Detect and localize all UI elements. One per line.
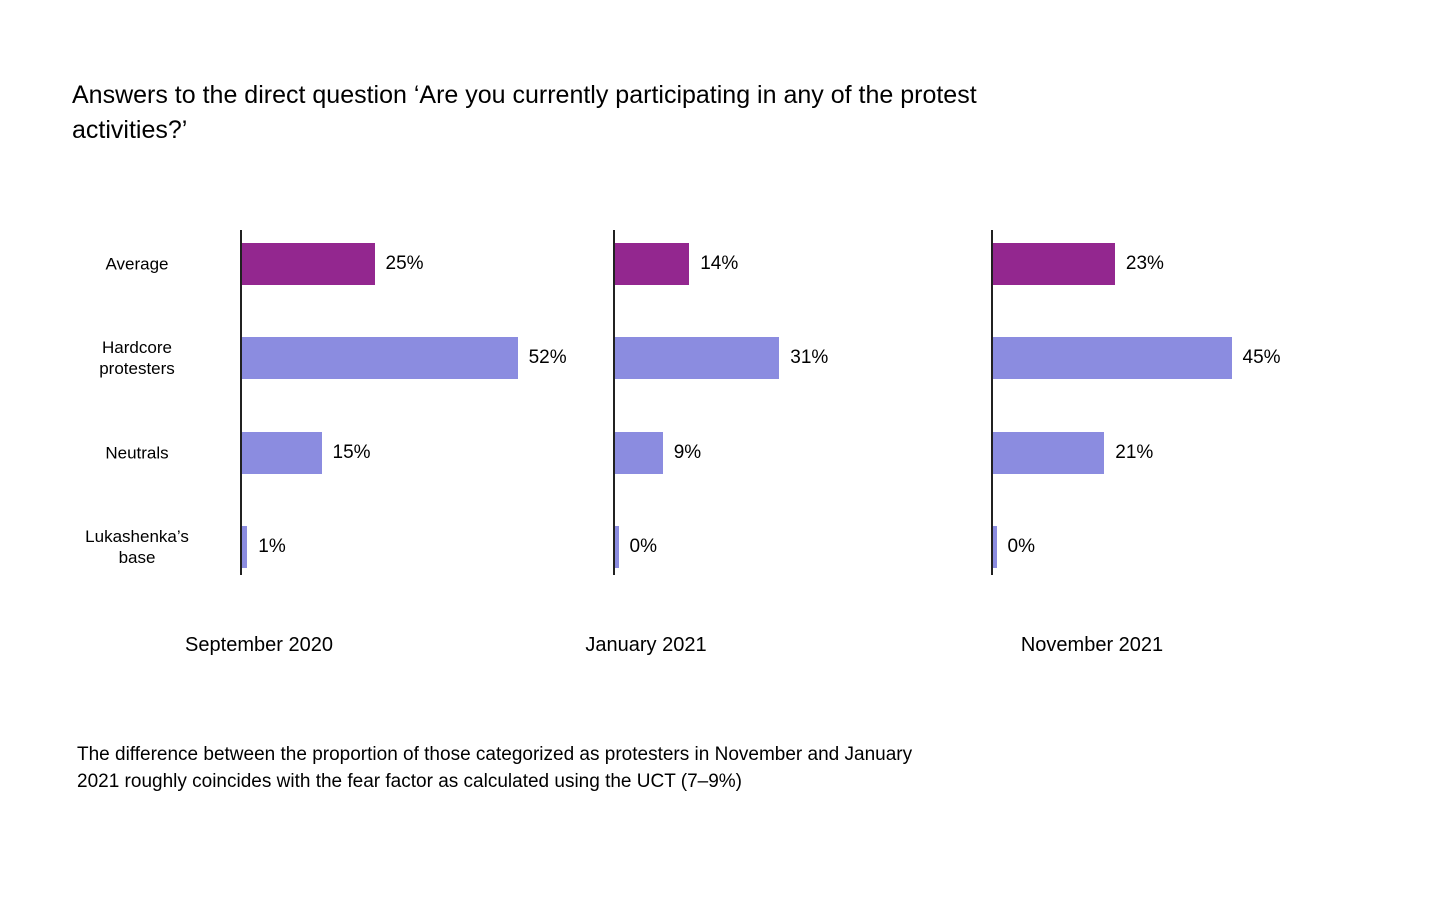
value-label: 45%	[1242, 347, 1281, 368]
panel-november-2021: 23% 45% 21% 0%	[991, 230, 1363, 575]
panel-axis-line	[991, 230, 993, 575]
value-label: 0%	[629, 536, 657, 557]
bar-lukashenkas-base	[242, 526, 248, 568]
chart-note: The difference between the proportion of…	[77, 744, 913, 792]
bar-neutrals	[993, 432, 1105, 474]
value-label: 14%	[700, 253, 739, 274]
bar-neutrals	[615, 432, 663, 474]
value-label: 23%	[1125, 253, 1164, 274]
bar-lukashenkas-base	[615, 526, 619, 568]
bar-average	[615, 243, 690, 285]
bar-hardcore-protesters	[615, 337, 780, 379]
bar-row: 0%	[993, 526, 1361, 568]
bar-row: 23%	[993, 243, 1361, 285]
panel-january-2021: 14% 31% 9% 0%	[613, 230, 985, 575]
bar-row: 15%	[242, 432, 610, 474]
category-axis: Average Hardcore protesters Neutrals Luk…	[57, 230, 217, 575]
value-label: 9%	[673, 442, 702, 463]
bar-row: 25%	[242, 243, 610, 285]
bar-row: 1%	[242, 526, 610, 568]
bar-neutrals	[242, 432, 322, 474]
bar-hardcore-protesters	[242, 337, 518, 379]
bar-row: 0%	[615, 526, 983, 568]
value-label: 52%	[528, 347, 567, 368]
panel-axis-line	[240, 230, 242, 575]
bar-hardcore-protesters	[993, 337, 1232, 379]
period-label-january-2021: January 2021	[585, 634, 707, 656]
period-label-november-2021: November 2021	[1020, 634, 1164, 656]
value-label: 1%	[258, 536, 286, 557]
bar-row: 31%	[615, 337, 983, 379]
bar-row: 9%	[615, 432, 983, 474]
bar-row: 45%	[993, 337, 1361, 379]
bar-average	[993, 243, 1115, 285]
bar-row: 14%	[615, 243, 983, 285]
panel-september-2020: 25% 52% 15% 1%	[240, 230, 612, 575]
bar-average	[242, 243, 375, 285]
category-label-neutrals: Neutrals	[105, 443, 169, 463]
value-label: 21%	[1115, 442, 1154, 463]
bar-row: 21%	[993, 432, 1361, 474]
value-label: 31%	[790, 347, 829, 368]
bar-lukashenkas-base	[993, 526, 997, 568]
value-label: 15%	[332, 442, 371, 463]
category-label-lukashenkas-base: Lukashenka’s base	[85, 527, 189, 567]
panel-axis-line	[613, 230, 615, 575]
period-label-september-2020: September 2020	[185, 634, 333, 656]
category-label-hardcore-protesters: Hardcore protesters	[99, 338, 175, 378]
plot-area: Average Hardcore protesters Neutrals Luk…	[0, 230, 1440, 575]
value-label: 0%	[1007, 536, 1035, 557]
chart-title: Answers to the direct question ‘Are you …	[72, 81, 977, 144]
value-label: 25%	[385, 253, 424, 274]
category-label-average: Average	[105, 254, 169, 274]
bar-row: 52%	[242, 337, 610, 379]
